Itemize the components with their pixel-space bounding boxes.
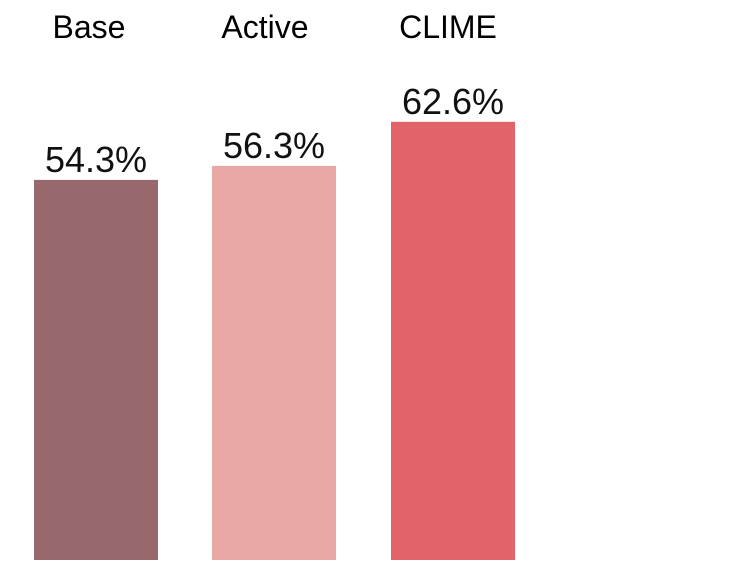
value-label-active: 56.3% [223,125,325,166]
bar-clime [391,121,515,561]
legend-label-active: Active [221,9,308,45]
bars [34,121,515,561]
bar-active [212,165,336,560]
legend-label-base: Base [53,9,126,45]
legend: Base Active CLIME [53,9,497,45]
value-label-clime: 62.6% [402,81,504,122]
bar-base [34,179,158,560]
legend-label-clime: CLIME [399,9,497,45]
value-labels: 54.3% 56.3% 62.6% [45,81,504,180]
value-label-base: 54.3% [45,139,147,180]
